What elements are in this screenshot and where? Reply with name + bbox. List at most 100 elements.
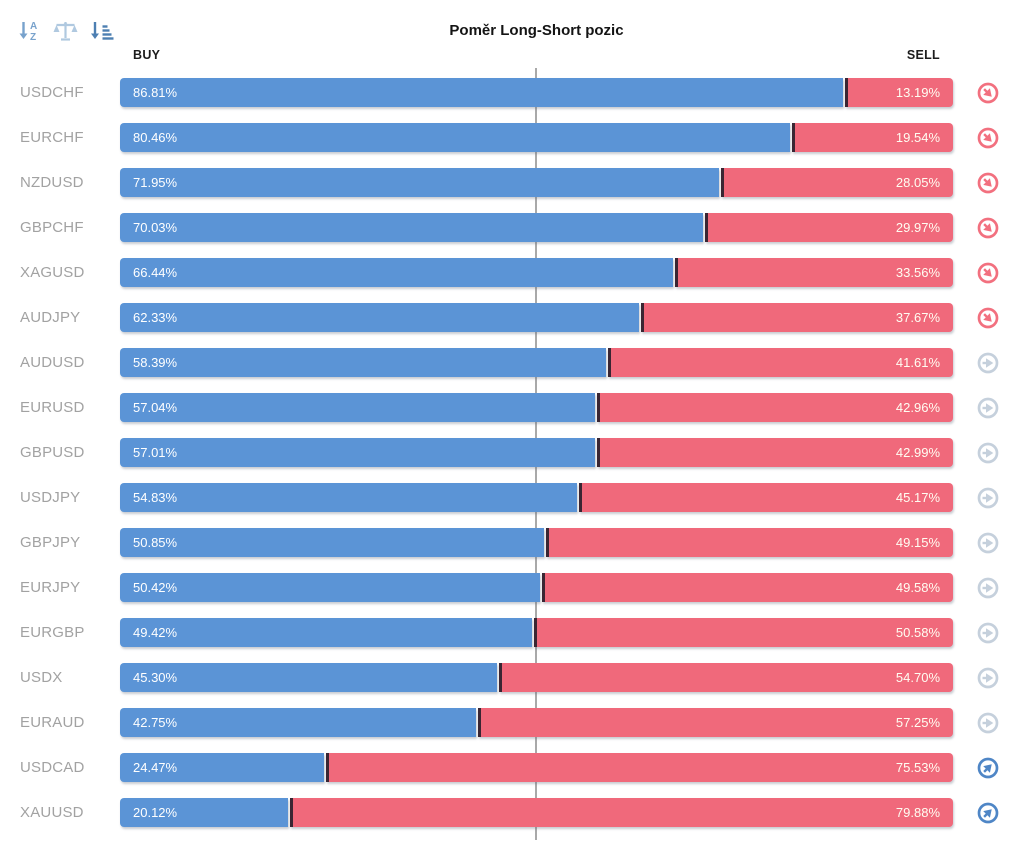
table-row: XAUUSD 20.12% 79.88% bbox=[0, 790, 1015, 835]
ratio-bar-track[interactable]: 58.39% 41.61% bbox=[120, 348, 953, 377]
rows: USDCHF 86.81% 13.19% EURCHF 80.46% 19.54… bbox=[0, 70, 1015, 835]
buy-bar[interactable]: 45.30% bbox=[120, 663, 498, 692]
buy-column-header: BUY bbox=[133, 48, 161, 62]
buy-bar[interactable]: 86.81% bbox=[120, 78, 844, 107]
ratio-bar-track[interactable]: 50.85% 49.15% bbox=[120, 528, 953, 557]
symbol-label: EURGBP bbox=[20, 624, 85, 641]
buy-bar[interactable]: 62.33% bbox=[120, 303, 640, 332]
signal-neutral-icon[interactable] bbox=[977, 577, 999, 599]
ratio-bar-track[interactable]: 71.95% 28.05% bbox=[120, 168, 953, 197]
svg-text:Z: Z bbox=[30, 32, 36, 43]
buy-bar[interactable]: 66.44% bbox=[120, 258, 674, 287]
sell-bar[interactable]: 19.54% bbox=[792, 123, 953, 152]
signal-neutral-icon[interactable] bbox=[977, 352, 999, 374]
buy-bar[interactable]: 49.42% bbox=[120, 618, 532, 647]
signal-neutral-icon[interactable] bbox=[977, 397, 999, 419]
sort-by-value-button[interactable] bbox=[88, 18, 115, 45]
buy-bar[interactable]: 20.12% bbox=[120, 798, 288, 827]
buy-bar[interactable]: 50.42% bbox=[120, 573, 540, 602]
ratio-bar-track[interactable]: 42.75% 57.25% bbox=[120, 708, 953, 737]
buy-value: 50.85% bbox=[133, 535, 178, 550]
buy-value: 66.44% bbox=[133, 265, 178, 280]
sell-bar[interactable]: 49.58% bbox=[541, 573, 953, 602]
sell-bar[interactable]: 45.17% bbox=[578, 483, 953, 512]
buy-bar[interactable]: 80.46% bbox=[120, 123, 791, 152]
signal-neutral-icon[interactable] bbox=[977, 487, 999, 509]
sell-bar[interactable]: 29.97% bbox=[705, 213, 953, 242]
sell-value: 79.88% bbox=[895, 805, 940, 820]
table-row: NZDUSD 71.95% 28.05% bbox=[0, 160, 1015, 205]
signal-down-icon[interactable] bbox=[977, 262, 999, 284]
sell-bar[interactable]: 50.58% bbox=[533, 618, 953, 647]
signal-down-icon[interactable] bbox=[977, 82, 999, 104]
ratio-bar-track[interactable]: 62.33% 37.67% bbox=[120, 303, 953, 332]
column-headers: BUY SELL bbox=[120, 48, 953, 62]
ratio-bar-track[interactable]: 54.83% 45.17% bbox=[120, 483, 953, 512]
buy-bar[interactable]: 57.04% bbox=[120, 393, 596, 422]
ratio-bar-track[interactable]: 57.01% 42.99% bbox=[120, 438, 953, 467]
buy-bar[interactable]: 57.01% bbox=[120, 438, 595, 467]
signal-neutral-icon[interactable] bbox=[977, 622, 999, 644]
sell-bar[interactable]: 75.53% bbox=[325, 753, 953, 782]
signal-down-icon[interactable] bbox=[977, 307, 999, 329]
signal-neutral-icon[interactable] bbox=[977, 712, 999, 734]
buy-bar[interactable]: 58.39% bbox=[120, 348, 607, 377]
ratio-bar-track[interactable]: 70.03% 29.97% bbox=[120, 213, 953, 242]
signal-neutral-icon[interactable] bbox=[977, 667, 999, 689]
sell-bar[interactable]: 28.05% bbox=[721, 168, 953, 197]
symbol-label: EURUSD bbox=[20, 399, 85, 416]
table-row: EURUSD 57.04% 42.96% bbox=[0, 385, 1015, 430]
sell-bar[interactable]: 42.99% bbox=[596, 438, 953, 467]
buy-value: 49.42% bbox=[133, 625, 178, 640]
page-title: Poměr Long-Short pozic bbox=[449, 22, 624, 39]
signal-down-icon[interactable] bbox=[977, 172, 999, 194]
signal-neutral-icon[interactable] bbox=[977, 532, 999, 554]
buy-bar[interactable]: 42.75% bbox=[120, 708, 477, 737]
sell-value: 19.54% bbox=[895, 130, 940, 145]
table-row: EURCHF 80.46% 19.54% bbox=[0, 115, 1015, 160]
signal-up-icon[interactable] bbox=[977, 757, 999, 779]
ratio-bar-track[interactable]: 50.42% 49.58% bbox=[120, 573, 953, 602]
sell-value: 41.61% bbox=[895, 355, 940, 370]
buy-bar[interactable]: 50.85% bbox=[120, 528, 544, 557]
buy-value: 80.46% bbox=[133, 130, 178, 145]
ratio-bar-track[interactable]: 24.47% 75.53% bbox=[120, 753, 953, 782]
sell-value: 50.58% bbox=[895, 625, 940, 640]
table-row: EURAUD 42.75% 57.25% bbox=[0, 700, 1015, 745]
buy-bar[interactable]: 70.03% bbox=[120, 213, 704, 242]
sell-bar[interactable]: 33.56% bbox=[675, 258, 953, 287]
ratio-bar-track[interactable]: 49.42% 50.58% bbox=[120, 618, 953, 647]
balance-sort-button[interactable] bbox=[52, 18, 79, 45]
sell-bar[interactable]: 13.19% bbox=[845, 78, 953, 107]
sort-alphabetical-icon: A Z bbox=[16, 18, 43, 45]
signal-neutral-icon[interactable] bbox=[977, 442, 999, 464]
sell-value: 49.58% bbox=[895, 580, 940, 595]
symbol-label: GBPJPY bbox=[20, 534, 81, 551]
sell-bar[interactable]: 37.67% bbox=[641, 303, 953, 332]
table-row: GBPCHF 70.03% 29.97% bbox=[0, 205, 1015, 250]
ratio-bar-track[interactable]: 66.44% 33.56% bbox=[120, 258, 953, 287]
sort-alphabetical-button[interactable]: A Z bbox=[16, 18, 43, 45]
signal-down-icon[interactable] bbox=[977, 127, 999, 149]
sell-bar[interactable]: 41.61% bbox=[608, 348, 953, 377]
sell-bar[interactable]: 42.96% bbox=[597, 393, 953, 422]
ratio-bar-track[interactable]: 45.30% 54.70% bbox=[120, 663, 953, 692]
table-row: EURGBP 49.42% 50.58% bbox=[0, 610, 1015, 655]
symbol-label: GBPUSD bbox=[20, 444, 85, 461]
sell-value: 54.70% bbox=[895, 670, 940, 685]
buy-bar[interactable]: 54.83% bbox=[120, 483, 577, 512]
signal-up-icon[interactable] bbox=[977, 802, 999, 824]
sell-bar[interactable]: 57.25% bbox=[478, 708, 953, 737]
ratio-bar-track[interactable]: 86.81% 13.19% bbox=[120, 78, 953, 107]
sell-bar[interactable]: 79.88% bbox=[289, 798, 953, 827]
ratio-bar-track[interactable]: 20.12% 79.88% bbox=[120, 798, 953, 827]
signal-down-icon[interactable] bbox=[977, 217, 999, 239]
buy-bar[interactable]: 24.47% bbox=[120, 753, 324, 782]
sell-bar[interactable]: 49.15% bbox=[545, 528, 953, 557]
sell-value: 37.67% bbox=[895, 310, 940, 325]
ratio-bar-track[interactable]: 57.04% 42.96% bbox=[120, 393, 953, 422]
buy-bar[interactable]: 71.95% bbox=[120, 168, 720, 197]
ratio-bar-track[interactable]: 80.46% 19.54% bbox=[120, 123, 953, 152]
sell-value: 13.19% bbox=[895, 85, 940, 100]
sell-bar[interactable]: 54.70% bbox=[499, 663, 953, 692]
